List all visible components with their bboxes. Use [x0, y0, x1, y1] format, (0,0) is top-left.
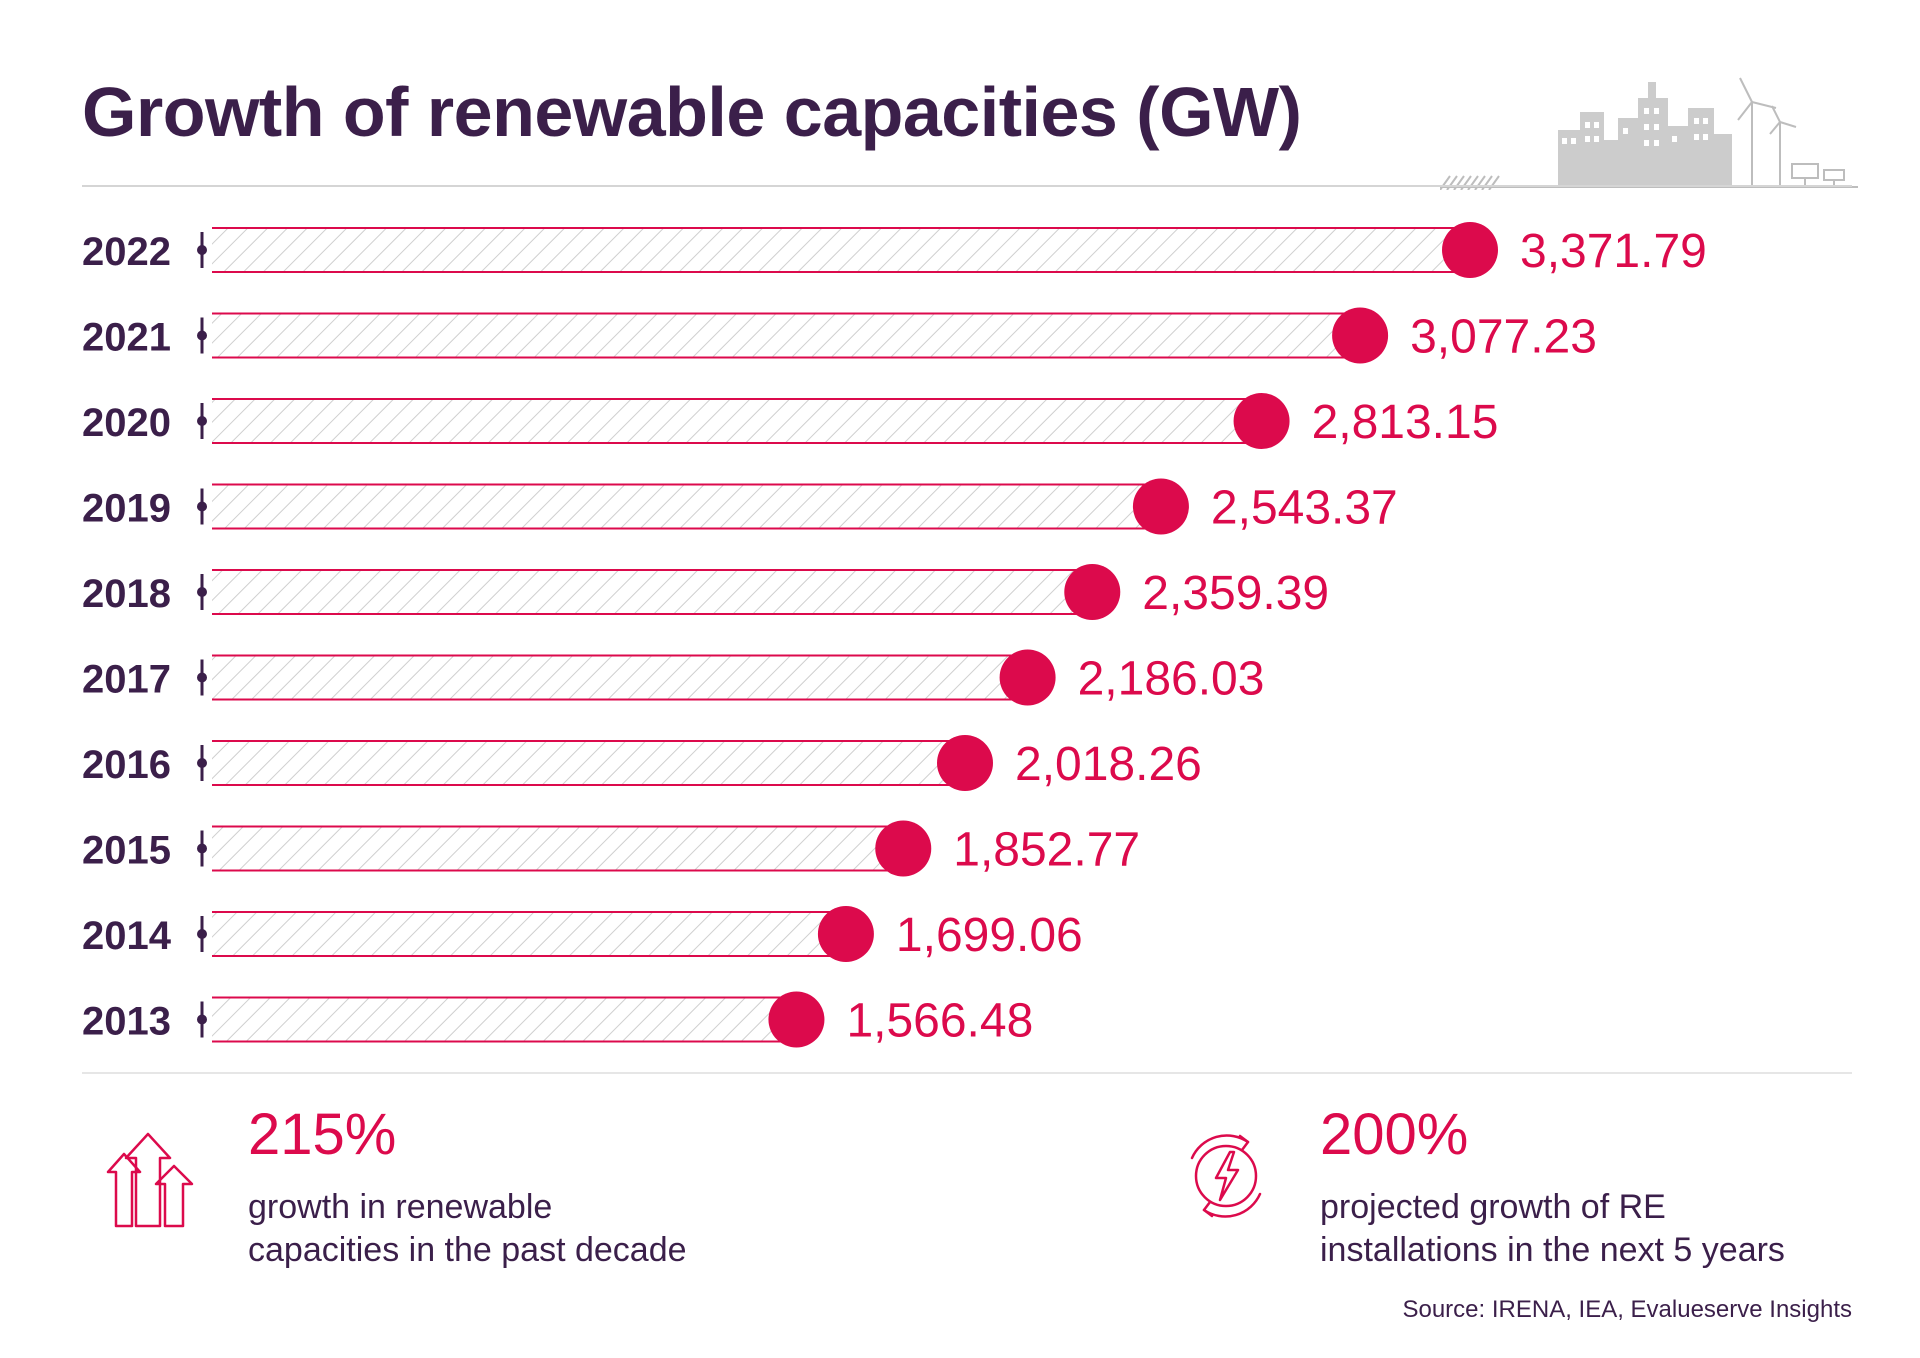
bar	[212, 228, 1470, 272]
stat-past-decade: 215% growth in renewable capacities in t…	[248, 1106, 687, 1271]
bar-end-marker	[817, 906, 874, 962]
year-label: 2018	[82, 572, 171, 616]
year-label: 2013	[82, 1000, 171, 1044]
axis-tick-dot	[197, 587, 207, 597]
value-label: 2,543.37	[1211, 482, 1398, 535]
energy-cycle-icon	[1190, 1134, 1262, 1218]
year-label: 2014	[82, 914, 172, 958]
bar	[212, 399, 1262, 443]
title-divider	[82, 185, 1852, 187]
axis-tick-dot	[197, 245, 207, 255]
bar	[212, 313, 1361, 358]
bar-end-marker	[875, 820, 932, 877]
bar-end-marker	[768, 991, 825, 1048]
stat-value: 200%	[1320, 1102, 1469, 1167]
stat-next-5-years: 200% projected growth of RE installation…	[1320, 1106, 1785, 1271]
value-label: 1,566.48	[846, 995, 1033, 1048]
bar	[212, 570, 1093, 614]
city-skyline-wind-solar-icon	[1440, 77, 1858, 190]
bar	[212, 741, 966, 785]
stat-description-line: projected growth of RE	[1320, 1188, 1666, 1226]
year-label: 2019	[82, 487, 171, 531]
growth-arrows-icon	[106, 1132, 194, 1228]
value-label: 3,077.23	[1410, 311, 1597, 364]
bar-end-marker	[937, 735, 994, 791]
bar-end-marker	[1132, 478, 1189, 535]
axis-tick-dot	[197, 758, 207, 768]
axis-tick-dot	[197, 929, 207, 939]
value-label: 2,186.03	[1078, 653, 1265, 706]
axis-tick-dot	[197, 672, 207, 683]
axis-tick-dot	[197, 843, 207, 854]
year-label: 2022	[82, 230, 171, 274]
stat-description: projected growth of RE installations in …	[1320, 1186, 1785, 1271]
bar-end-marker	[1332, 307, 1389, 364]
axis-tick-dot	[197, 330, 207, 341]
bar-end-marker	[999, 649, 1056, 706]
axis-tick-dot	[197, 1014, 207, 1025]
section-divider	[82, 1072, 1852, 1074]
stat-description-line: growth in renewable	[248, 1188, 553, 1226]
value-label: 2,813.15	[1312, 396, 1499, 449]
stat-description-line: installations in the next 5 years	[1320, 1230, 1785, 1269]
bar-end-marker	[1064, 564, 1121, 620]
source-note: Source: IRENA, IEA, Evalueserve Insights	[1402, 1296, 1852, 1323]
stat-value: 215%	[248, 1102, 397, 1167]
year-label: 2020	[82, 401, 171, 445]
value-label: 2,359.39	[1142, 567, 1329, 620]
bar-chart: 2022 3,371.79 2021 3,077.23 2020 2,813.15 2019…	[82, 222, 1707, 1048]
axis-tick-dot	[197, 501, 207, 512]
axis-tick-dot	[197, 416, 207, 426]
value-label: 1,852.77	[953, 824, 1140, 877]
value-label: 1,699.06	[896, 909, 1083, 962]
chart-title: Growth of renewable capacities (GW)	[82, 73, 1302, 151]
year-label: 2015	[82, 829, 171, 873]
stat-description-line: capacities in the past decade	[248, 1230, 687, 1269]
bar-end-marker	[1442, 222, 1498, 278]
bar	[212, 484, 1161, 529]
bar-end-marker	[1233, 393, 1290, 449]
bar	[212, 997, 797, 1042]
value-label: 2,018.26	[1015, 738, 1202, 791]
year-label: 2021	[82, 316, 171, 360]
bar	[212, 826, 904, 871]
bar	[212, 912, 846, 956]
year-label: 2016	[82, 743, 171, 787]
bar	[212, 655, 1028, 700]
stat-description: growth in renewable capacities in the pa…	[248, 1186, 687, 1271]
value-label: 3,371.79	[1520, 225, 1707, 278]
year-label: 2017	[82, 658, 171, 702]
